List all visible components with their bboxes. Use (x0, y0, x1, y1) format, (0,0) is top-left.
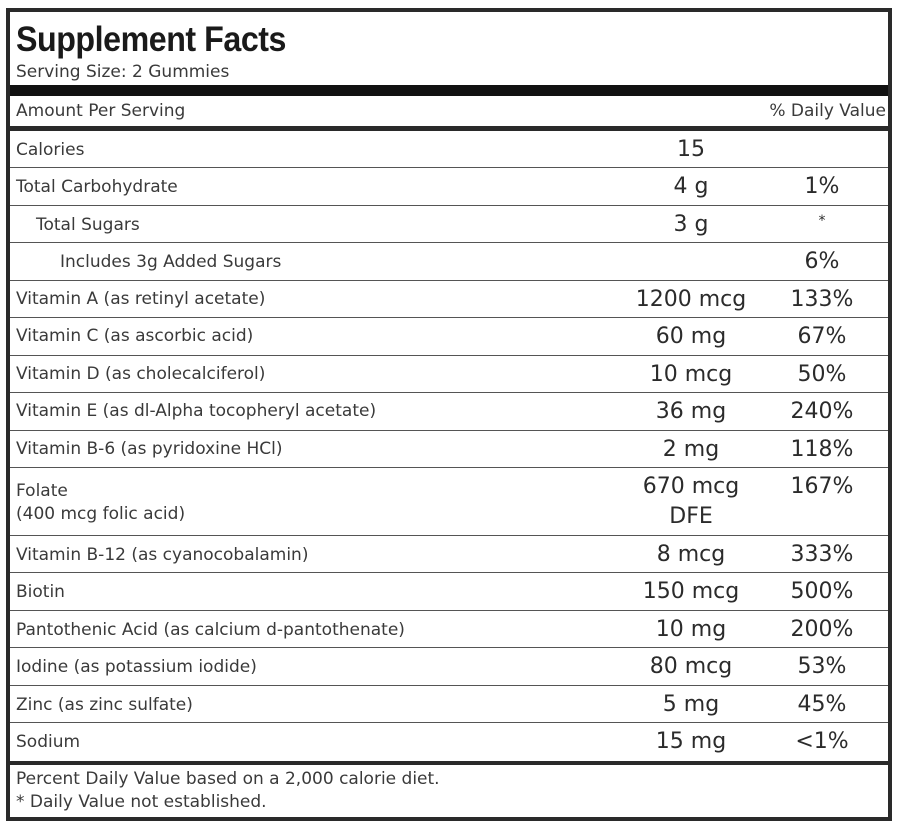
nutrient-daily-value: 6% (804, 249, 840, 274)
nutrient-row-vitamin-b6: Vitamin B-6 (as pyridoxine HCl) 2 mg 118… (10, 431, 888, 468)
nutrient-amount: 10 mg (655, 617, 727, 642)
nutrient-name: Total Carbohydrate (16, 177, 178, 197)
nutrient-name: Calories (16, 140, 85, 160)
nutrient-name-detail: (400 mcg folic acid) (16, 504, 186, 524)
nutrient-row-vitamin-d: Vitamin D (as cholecalciferol) 10 mcg 50… (10, 356, 888, 393)
nutrient-name: Vitamin A (as retinyl acetate) (16, 289, 266, 309)
footnotes: Percent Daily Value based on a 2,000 cal… (16, 768, 440, 814)
footnote-not-established: * Daily Value not established. (16, 792, 267, 812)
nutrient-row-vitamin-e: Vitamin E (as dl-Alpha tocopheryl acetat… (10, 393, 888, 431)
nutrient-daily-value: * (818, 213, 826, 229)
nutrient-daily-value: 53% (797, 654, 847, 679)
amount-per-serving-header: Amount Per Serving (16, 101, 186, 121)
nutrient-row-biotin: Biotin 150 mcg 500% (10, 573, 888, 611)
nutrient-daily-value: 1% (804, 174, 840, 199)
nutrient-row-calories: Calories 15 (10, 131, 888, 168)
nutrient-amount: 80 mcg (649, 654, 733, 679)
header-divider (10, 126, 888, 131)
column-header-row: Amount Per Serving % Daily Value (10, 96, 888, 126)
nutrient-name: Biotin (16, 582, 65, 602)
nutrient-name: Vitamin E (as dl-Alpha tocopheryl acetat… (16, 401, 377, 421)
nutrient-name: Sodium (16, 732, 81, 752)
nutrient-daily-value: 45% (797, 692, 847, 717)
nutrient-amount: 2 mg (662, 437, 720, 462)
nutrient-daily-value: 333% (790, 542, 854, 567)
nutrient-name: Vitamin D (as cholecalciferol) (16, 364, 266, 384)
nutrient-row-total-carbohydrate: Total Carbohydrate 4 g 1% (10, 168, 888, 206)
nutrient-rows: Calories 15 Total Carbohydrate 4 g 1% To… (10, 131, 888, 761)
nutrient-amount: 3 g (673, 212, 709, 237)
nutrient-daily-value: 118% (790, 437, 854, 462)
footnote-divider (10, 761, 888, 765)
nutrient-row-added-sugars: Includes 3g Added Sugars 6% (10, 243, 888, 281)
nutrient-name: Iodine (as potassium iodide) (16, 657, 257, 677)
nutrient-amount: 670 mcg (642, 474, 740, 499)
nutrient-amount: 8 mcg (656, 542, 726, 567)
nutrient-daily-value: 133% (790, 287, 854, 312)
supplement-facts-panel: Supplement Facts Serving Size: 2 Gummies… (6, 8, 892, 821)
nutrient-row-iodine: Iodine (as potassium iodide) 80 mcg 53% (10, 648, 888, 686)
footnote-daily-value-basis: Percent Daily Value based on a 2,000 cal… (16, 769, 440, 789)
nutrient-row-pantothenic-acid: Pantothenic Acid (as calcium d-pantothen… (10, 611, 888, 648)
nutrient-name: Includes 3g Added Sugars (60, 252, 282, 272)
nutrient-name: Vitamin B-6 (as pyridoxine HCl) (16, 439, 283, 459)
nutrient-name: Total Sugars (36, 215, 140, 235)
thick-divider (10, 85, 888, 96)
nutrient-amount: 10 mcg (649, 362, 733, 387)
nutrient-row-sodium: Sodium 15 mg <1% (10, 723, 888, 761)
nutrient-name: Zinc (as zinc sulfate) (16, 695, 193, 715)
serving-size: Serving Size: 2 Gummies (16, 62, 230, 82)
nutrient-row-vitamin-b12: Vitamin B-12 (as cyanocobalamin) 8 mcg 3… (10, 536, 888, 573)
panel-title: Supplement Facts (16, 20, 286, 59)
nutrient-daily-value: 200% (790, 617, 854, 642)
nutrient-row-vitamin-a: Vitamin A (as retinyl acetate) 1200 mcg … (10, 281, 888, 318)
nutrient-name: Vitamin B-12 (as cyanocobalamin) (16, 545, 309, 565)
daily-value-header: % Daily Value (769, 101, 886, 121)
nutrient-daily-value: 67% (797, 324, 847, 349)
nutrient-daily-value: 500% (790, 579, 854, 604)
nutrient-amount: 15 (677, 137, 705, 162)
nutrient-daily-value: 50% (797, 362, 847, 387)
nutrient-daily-value: <1% (795, 729, 849, 754)
nutrient-amount: 36 mg (655, 399, 727, 424)
nutrient-name: Vitamin C (as ascorbic acid) (16, 326, 254, 346)
nutrient-amount: 5 mg (662, 692, 720, 717)
nutrient-name: Pantothenic Acid (as calcium d-pantothen… (16, 620, 405, 640)
nutrient-amount: 60 mg (655, 324, 727, 349)
nutrient-row-total-sugars: Total Sugars 3 g * (10, 206, 888, 243)
nutrient-amount-unit: DFE (669, 504, 713, 529)
nutrient-amount: 1200 mcg (635, 287, 747, 312)
nutrient-amount: 150 mcg (642, 579, 740, 604)
nutrient-daily-value: 167% (790, 474, 854, 499)
nutrient-row-folate: Folate (400 mcg folic acid) 670 mcg DFE … (10, 468, 888, 536)
nutrient-amount: 4 g (673, 174, 709, 199)
nutrient-row-zinc: Zinc (as zinc sulfate) 5 mg 45% (10, 686, 888, 723)
nutrient-amount: 15 mg (655, 729, 727, 754)
nutrient-row-vitamin-c: Vitamin C (as ascorbic acid) 60 mg 67% (10, 318, 888, 356)
nutrient-daily-value: 240% (790, 399, 854, 424)
nutrient-name: Folate (16, 481, 68, 501)
